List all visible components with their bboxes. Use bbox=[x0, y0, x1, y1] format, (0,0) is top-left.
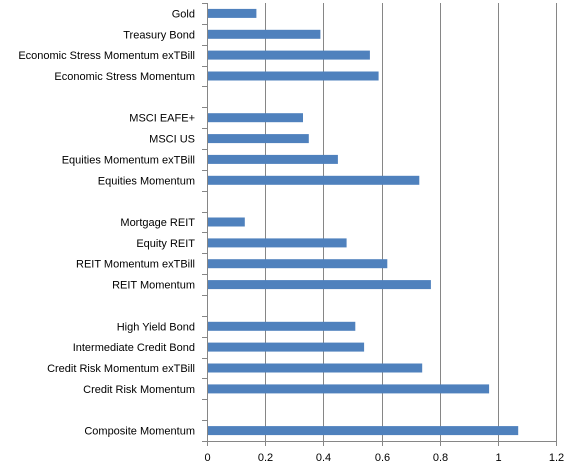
category-label: Intermediate Credit Bond bbox=[73, 342, 195, 354]
axes bbox=[202, 3, 557, 446]
bar bbox=[208, 321, 356, 331]
category-label: Mortgage REIT bbox=[120, 217, 195, 229]
category-label: Treasury Bond bbox=[123, 29, 195, 41]
bar bbox=[208, 259, 388, 269]
category-label: Gold bbox=[172, 8, 195, 20]
bar bbox=[208, 71, 379, 81]
bar bbox=[208, 238, 347, 248]
x-tick-label: 0 bbox=[204, 452, 210, 464]
category-label: Economic Stress Momentum exTBill bbox=[18, 50, 195, 62]
x-tick-label: 0.2 bbox=[258, 452, 273, 464]
bar bbox=[208, 154, 338, 164]
category-labels: Gold Treasury Bond Economic Stress Momentu… bbox=[18, 8, 195, 437]
bar bbox=[208, 342, 365, 352]
x-tick-label: 0.8 bbox=[433, 452, 448, 464]
bar bbox=[208, 29, 321, 39]
category-label: REIT Momentum bbox=[112, 280, 195, 292]
category-label: Equity REIT bbox=[136, 238, 195, 250]
bar bbox=[208, 50, 370, 60]
category-label: MSCI US bbox=[149, 134, 195, 146]
x-tick-label: 1.2 bbox=[549, 452, 564, 464]
bar bbox=[208, 280, 431, 290]
bar bbox=[208, 217, 245, 227]
gridlines bbox=[265, 3, 557, 441]
x-tick-labels: 0 0.2 0.4 0.6 0.8 1 1.2 bbox=[204, 452, 564, 464]
x-tick-label: 0.4 bbox=[316, 452, 331, 464]
bar bbox=[208, 426, 519, 436]
bar bbox=[208, 363, 423, 373]
bar bbox=[208, 113, 303, 123]
category-label: Equities Momentum bbox=[98, 175, 195, 187]
category-label: Credit Risk Momentum bbox=[83, 384, 195, 396]
bar bbox=[208, 8, 257, 18]
bar bbox=[208, 384, 490, 394]
x-tick-label: 1 bbox=[495, 452, 501, 464]
category-label: Composite Momentum bbox=[84, 426, 195, 438]
category-label: Credit Risk Momentum exTBill bbox=[47, 363, 195, 375]
x-tick-label: 0.6 bbox=[375, 452, 390, 464]
bars bbox=[208, 8, 519, 436]
category-label: Economic Stress Momentum bbox=[54, 71, 195, 83]
bar bbox=[208, 175, 420, 185]
category-label: High Yield Bond bbox=[117, 321, 195, 333]
bar bbox=[208, 134, 309, 144]
category-label: MSCI EAFE+ bbox=[129, 113, 195, 125]
category-label: REIT Momentum exTBill bbox=[76, 259, 195, 271]
category-label: Equities Momentum exTBill bbox=[62, 154, 195, 166]
